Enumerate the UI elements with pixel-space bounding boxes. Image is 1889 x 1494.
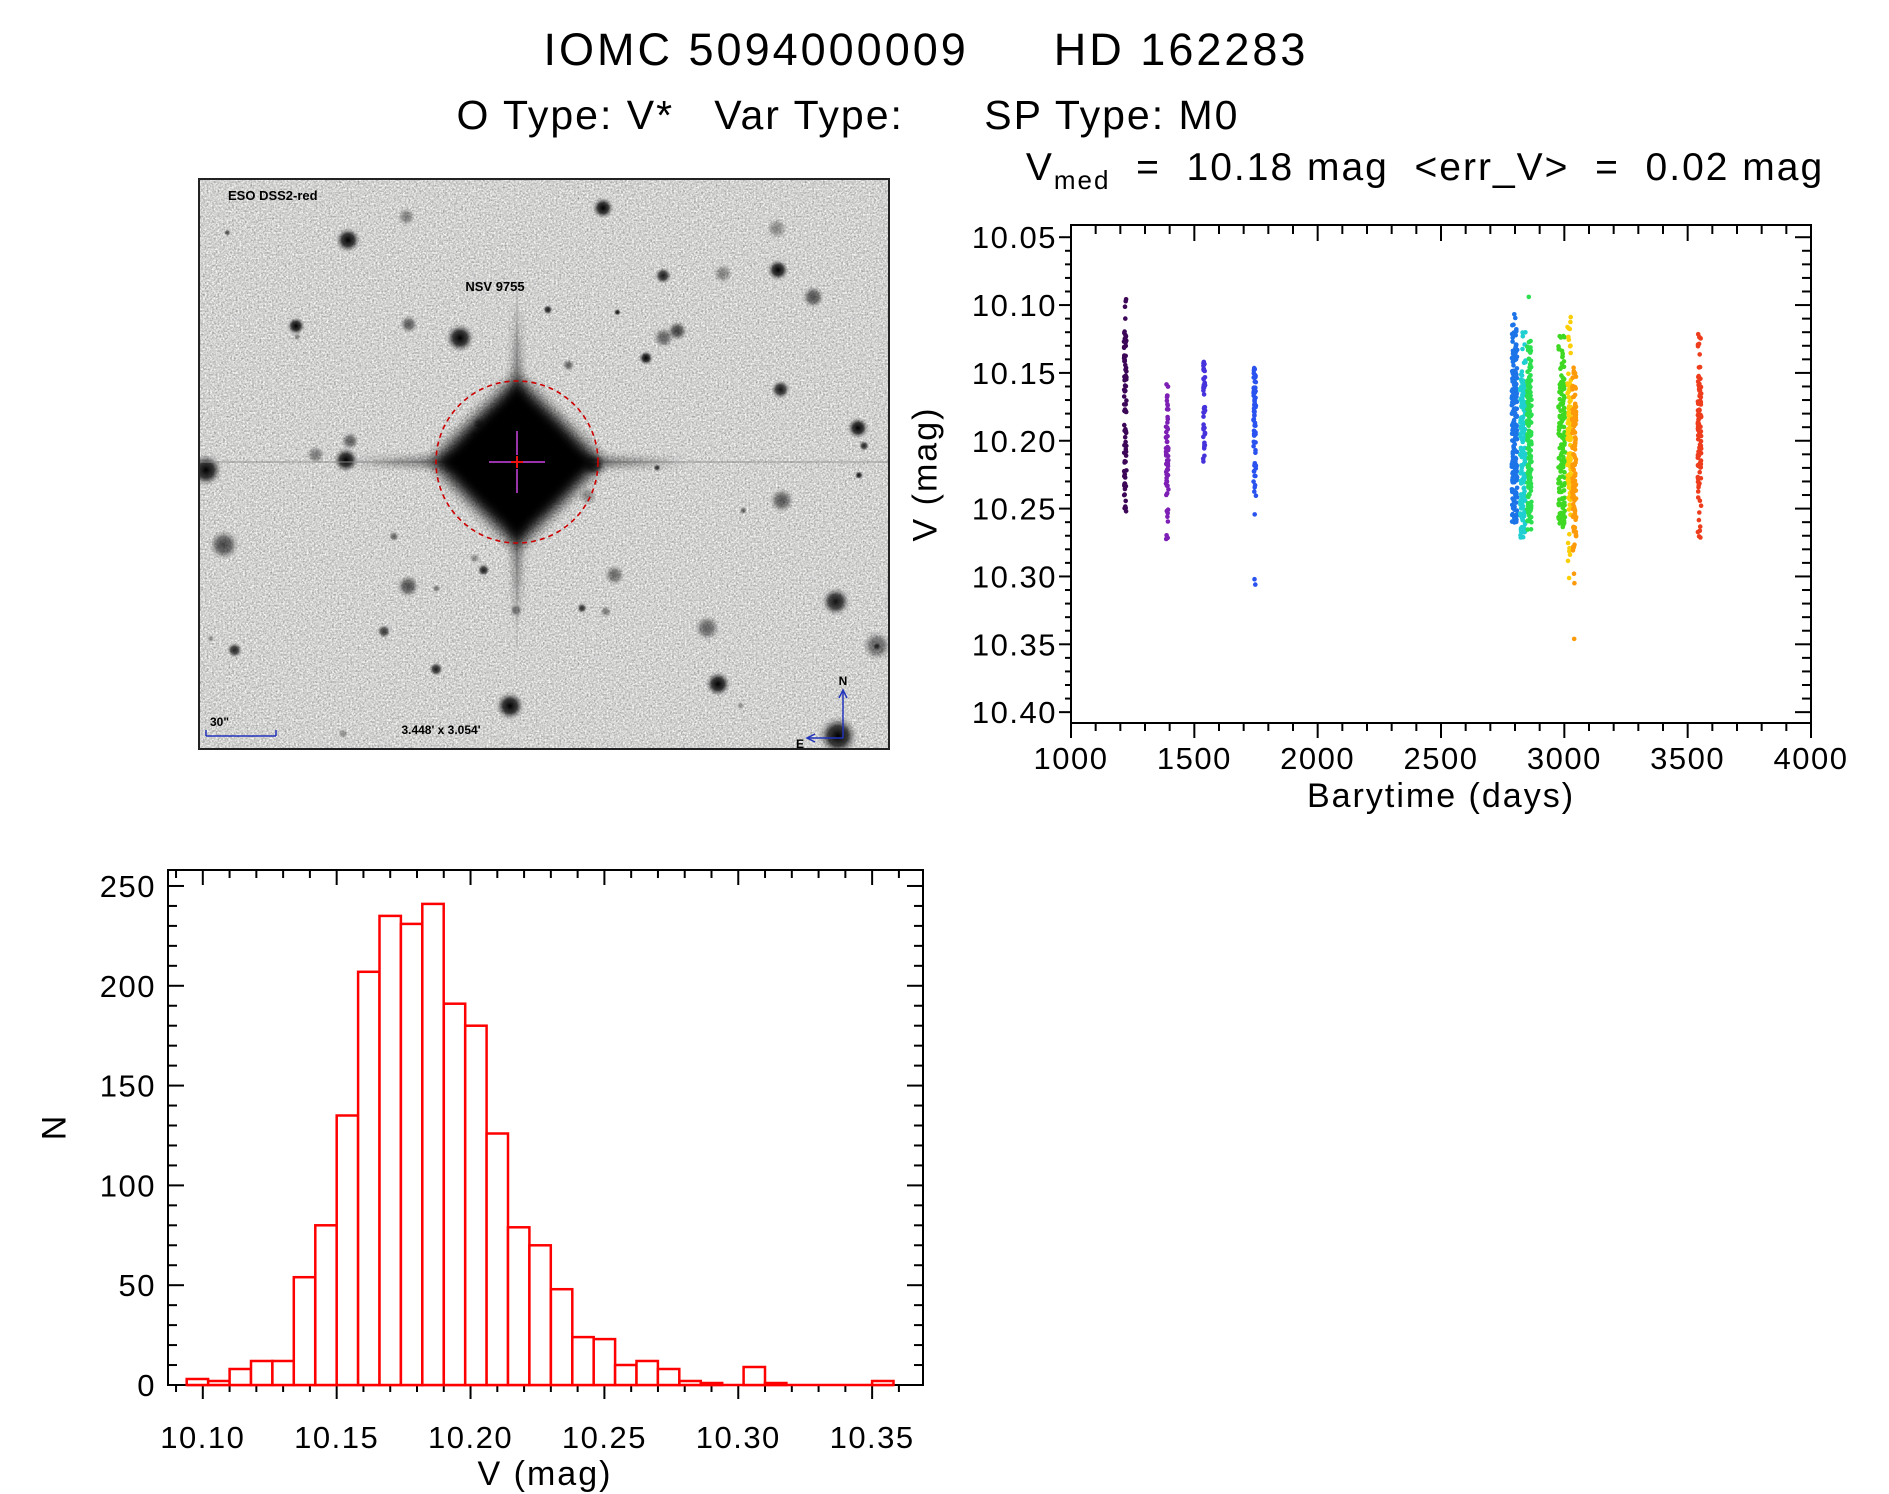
field-size-label: 3.448' x 3.054' [401, 723, 480, 737]
svg-text:2000: 2000 [1280, 741, 1355, 776]
target-circle [435, 380, 599, 544]
svg-text:10.30: 10.30 [696, 1420, 781, 1455]
scatter-title: Vmed = 10.18 mag <err_V> = 0.02 mag [1026, 146, 1824, 196]
svg-text:150: 150 [100, 1069, 156, 1104]
target-center-marker [511, 456, 523, 468]
finding-chart-image: ESO DSS2-red NSV 9755 30" 3.448' x 3.054… [198, 178, 890, 750]
svg-text:10.25: 10.25 [562, 1420, 647, 1455]
svg-text:10.20: 10.20 [428, 1420, 513, 1455]
scatter-points [1121, 294, 1704, 642]
lightcurve-scatter-plot: 1000 1500 2000 2500 3000 3500 4000 10.05 10.10 10… [972, 220, 1849, 815]
page-subtitle: O Type: V* Var Type: SP Type: M0 [456, 92, 1240, 138]
scatter-axes [1059, 224, 1812, 738]
histogram-bars [185, 902, 895, 1387]
scatter-title-sub: med [1053, 164, 1111, 195]
svg-text:200: 200 [100, 969, 156, 1004]
histogram-ylabel: N [35, 1113, 74, 1141]
svg-text:10.25: 10.25 [972, 492, 1057, 527]
svg-text:10.15: 10.15 [972, 356, 1057, 391]
svg-text:1500: 1500 [1157, 741, 1232, 776]
compass-n-label: N [839, 674, 848, 688]
histogram-xlabel: V (mag) [478, 1455, 613, 1493]
scale-bar-label: 30" [210, 715, 229, 729]
svg-text:250: 250 [100, 869, 156, 904]
svg-text:50: 50 [119, 1268, 156, 1303]
svg-text:10.35: 10.35 [830, 1420, 915, 1455]
finding-chart-border [198, 178, 890, 750]
svg-text:4000: 4000 [1774, 741, 1849, 776]
scale-bar [205, 730, 277, 737]
star-name-label: NSV 9755 [465, 279, 524, 294]
svg-text:100: 100 [100, 1168, 156, 1203]
survey-label: ESO DSS2-red [228, 188, 318, 203]
scatter-title-v: V [1025, 146, 1054, 189]
compass-icon [805, 688, 848, 743]
compass-e-label: E [796, 737, 804, 750]
scatter-tick-labels: 1000 1500 2000 2500 3000 3500 4000 10.05 10.10 10… [972, 220, 1849, 776]
svg-text:0: 0 [137, 1368, 156, 1403]
magnitude-histogram: 10.10 10.15 10.20 10.25 10.30 10.35 0 50 100 150 2… [100, 869, 924, 1493]
svg-text:10.10: 10.10 [972, 288, 1057, 323]
scatter-xlabel: Barytime (days) [1307, 777, 1575, 815]
title-hd-id: HD 162283 [1053, 24, 1309, 75]
svg-text:10.05: 10.05 [972, 220, 1057, 255]
svg-text:10.15: 10.15 [294, 1420, 379, 1455]
svg-text:10.20: 10.20 [972, 424, 1057, 459]
svg-text:10.30: 10.30 [972, 559, 1057, 594]
title-iomc-id: IOMC 5094000009 [543, 24, 969, 75]
svg-text:10.40: 10.40 [972, 695, 1057, 730]
histogram-tick-labels: 10.10 10.15 10.20 10.25 10.30 10.35 0 50 100 150 2… [100, 869, 915, 1455]
page-title: IOMC 5094000009 HD 162283 [0, 24, 1852, 76]
scatter-ylabel: V (mag) [906, 406, 945, 542]
svg-text:10.10: 10.10 [160, 1420, 245, 1455]
svg-text:2500: 2500 [1404, 741, 1479, 776]
scatter-title-values: = 10.18 mag <err_V> = 0.02 mag [1110, 146, 1825, 189]
target-cross [489, 431, 545, 493]
svg-text:3500: 3500 [1650, 741, 1725, 776]
svg-text:10.35: 10.35 [972, 627, 1057, 662]
svg-text:1000: 1000 [1034, 741, 1109, 776]
svg-text:3000: 3000 [1527, 741, 1602, 776]
